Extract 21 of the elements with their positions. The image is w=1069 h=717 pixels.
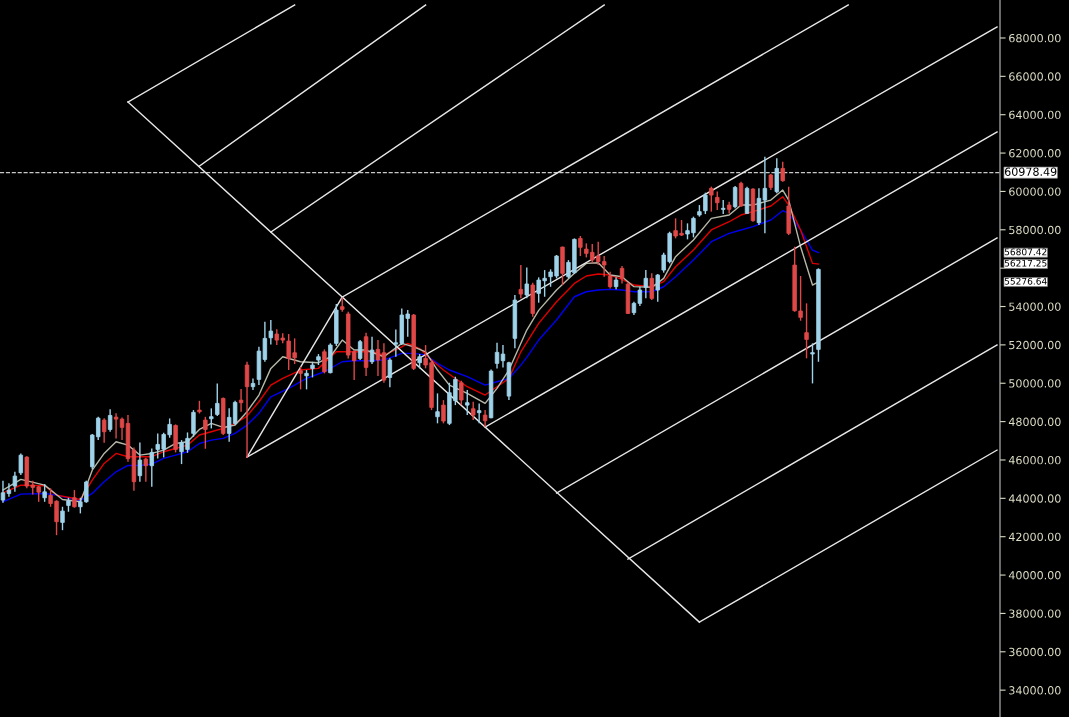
y-tick-label: 34000.00 [1009,686,1061,695]
y-tick-label: 40000.00 [1008,571,1061,580]
y-tick-label: 60000.00 [1009,187,1061,196]
text: 55276.64 [1004,277,1047,285]
y-tick-label: 42000.00 [1008,532,1061,542]
y-tick-label: 62000.00 [1009,149,1061,158]
y-tick-label: 48000.00 [1008,417,1061,426]
y-tick-label: 38000.00 [1009,609,1061,618]
y-tick-label: 50000.00 [1009,379,1061,388]
y-tick-label: 64000.00 [1009,110,1061,120]
y-tick-label: 66000.00 [1009,72,1061,81]
y-tick-label: 58000.00 [1009,225,1061,235]
y-tick-label: 68000.00 [1009,33,1061,43]
y-tick-label: 52000.00 [1009,340,1061,350]
y-tick-label: 54000.00 [1009,302,1061,311]
y-tick-label: 36000.00 [1009,647,1061,657]
y-tick-label: 44000.00 [1008,494,1061,503]
text: 56217.25 [1004,259,1047,267]
text: 56807.42 [1004,248,1047,256]
ref-line-label: 60978.49 [1004,167,1057,176]
y-tick-label: 46000.00 [1008,455,1061,465]
